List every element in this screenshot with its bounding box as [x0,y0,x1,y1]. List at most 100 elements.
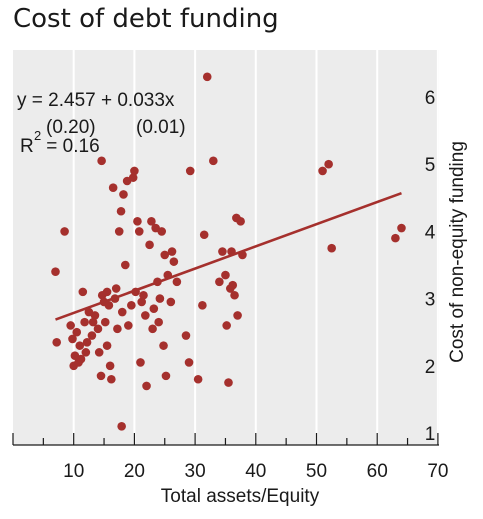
data-point [318,166,327,176]
data-point [97,156,106,166]
x-tick-label: 20 [124,461,145,482]
y-tick-label: 6 [425,88,436,109]
data-point [139,290,148,300]
y-axis: 1 2 3 4 5 6 [425,88,436,445]
data-point [142,381,151,391]
r-squared-value: = 0.16 [41,136,100,157]
data-point [391,233,400,243]
data-point [128,173,138,182]
data-point [117,421,126,431]
y-tick-label: 5 [425,155,436,176]
data-point [133,217,142,226]
data-point [172,277,182,287]
data-point [102,341,112,350]
data-point [169,257,179,266]
data-point [81,348,91,357]
data-point [80,317,89,327]
x-tick-label: 10 [63,461,84,482]
data-point [202,72,212,82]
data-point [116,206,126,216]
data-point [166,297,176,307]
data-point [222,321,231,330]
data-point [96,371,106,381]
data-point [184,358,194,367]
data-point [75,341,85,350]
data-point [224,378,233,387]
data-point [147,217,156,226]
data-point [149,304,159,313]
r-squared-exponent: 2 [34,128,41,143]
y-tick-label: 4 [425,222,436,243]
slope-std-error: (0.01) [136,117,186,138]
data-point [130,166,139,176]
data-point [199,230,209,240]
data-point [227,247,236,256]
data-point [397,223,406,233]
data-point [155,294,165,303]
data-point [76,354,86,364]
data-point [60,227,69,236]
data-point [124,321,133,330]
y-tick-label: 2 [425,357,436,378]
data-point [141,311,150,320]
data-points [51,72,406,431]
data-point [136,358,145,367]
x-tick-label: 50 [306,461,327,482]
data-point [209,156,218,166]
data-point [163,270,173,280]
x-tick-label: 70 [427,461,448,482]
x-axis: 10 20 30 40 50 60 70 [12,433,448,482]
data-point [119,190,128,199]
x-tick-label: 40 [245,461,266,482]
data-point [181,331,191,340]
data-point [324,159,333,169]
data-point [127,301,136,310]
chart-title: Cost of debt funding [13,4,279,34]
data-point [111,284,121,293]
data-point [94,348,104,357]
data-point [221,270,230,280]
data-point [120,260,130,270]
x-tick-label: 30 [185,461,206,482]
data-point [82,337,92,347]
regression-equation: y = 2.457 + 0.033x [17,90,175,111]
data-point [228,280,238,290]
r-squared-label: R [20,136,34,157]
data-point [131,287,140,297]
data-point [93,324,103,334]
data-point [114,227,124,236]
data-point [148,324,157,334]
data-point [157,227,167,236]
data-point [110,294,120,303]
y-tick-label: 3 [425,290,436,311]
data-point [105,361,115,371]
data-point [102,287,112,297]
data-point [193,374,203,384]
data-point [52,337,62,347]
data-point [117,307,127,317]
data-point [185,166,195,176]
data-point [145,240,154,250]
y-axis-label: Cost of non-equity funding [447,141,468,363]
data-point [107,374,116,384]
data-point [167,247,177,256]
data-point [90,311,100,320]
data-point [198,301,207,310]
regression-annotation: y = 2.457 + 0.033x (0.20) (0.01) R 2 = 0… [17,90,186,157]
data-point [159,341,168,350]
x-tick-label: 60 [367,461,388,482]
data-point [87,331,97,340]
data-point [161,371,171,381]
data-point [154,317,163,327]
y-tick-label: 1 [425,424,436,445]
data-point [327,243,336,253]
data-point [51,267,60,277]
data-point [137,297,146,307]
data-point [218,247,227,256]
data-point [100,317,110,327]
intercept-std-error: (0.20) [46,117,96,138]
data-point [160,250,170,260]
data-point [78,287,88,297]
data-point [238,250,247,260]
data-point [104,301,114,310]
